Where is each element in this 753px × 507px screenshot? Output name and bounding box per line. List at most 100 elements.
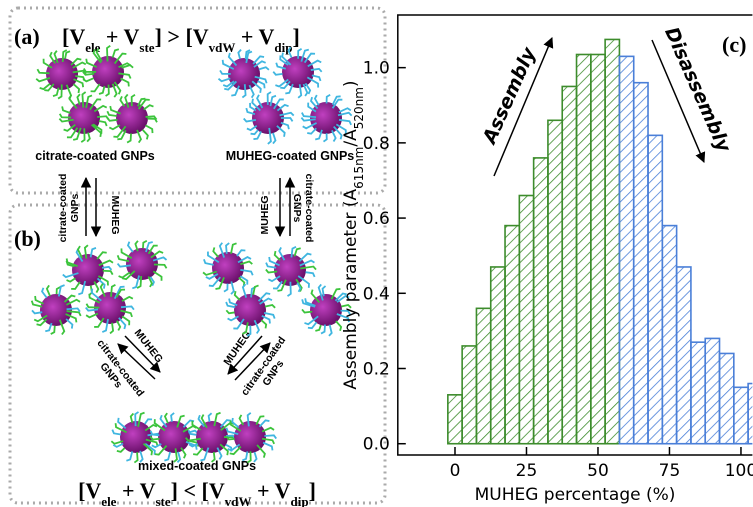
ligand: [279, 111, 295, 117]
ligand: [280, 121, 290, 130]
ligand: [191, 420, 202, 431]
ligand: [335, 123, 347, 135]
ligand: [145, 241, 153, 253]
ligand: [331, 98, 343, 109]
ligand: [221, 59, 235, 70]
bar: [532, 157, 549, 445]
ligand: [153, 263, 168, 269]
nanoparticle: [300, 93, 353, 143]
ligand: [217, 77, 231, 83]
ligand: [50, 325, 56, 335]
ligand: [45, 322, 53, 333]
ligand: [254, 75, 268, 84]
ligand: [203, 259, 214, 266]
ligand: [116, 263, 131, 268]
ligand: [264, 434, 277, 440]
ligand: [85, 303, 100, 309]
ligand: [310, 96, 319, 110]
ligand: [61, 49, 68, 62]
ligand: [300, 117, 316, 122]
ligand: [307, 102, 317, 113]
ligand: [30, 300, 43, 308]
ligand: [275, 62, 287, 70]
ligand: [137, 98, 150, 110]
ligand: [276, 103, 289, 112]
ligand: [225, 301, 236, 309]
ligand: [114, 423, 127, 434]
ligand: [231, 85, 240, 97]
ligand: [122, 270, 136, 281]
bar: [704, 337, 721, 445]
ligand: [197, 414, 206, 428]
particle-core: [212, 252, 244, 284]
bar: [632, 81, 649, 445]
bar: [518, 194, 535, 445]
ligand: [325, 93, 331, 104]
ligand: [212, 247, 219, 258]
ligand: [153, 419, 166, 432]
ligand: [117, 129, 127, 141]
ligand: [208, 276, 221, 288]
ligand: [66, 298, 81, 306]
nanoparticle: [58, 91, 110, 143]
ligand: [277, 279, 287, 292]
ligand: [280, 117, 294, 122]
ligand: [223, 283, 229, 293]
equation-part: ]: [309, 478, 316, 503]
ligand: [137, 411, 145, 428]
particle-core: [116, 102, 148, 134]
ligand: [225, 242, 230, 254]
ligand: [111, 83, 118, 98]
ligand: [116, 255, 130, 263]
ligand: [83, 244, 89, 259]
ligand: [129, 412, 135, 423]
bar: [747, 382, 753, 445]
ligand: [110, 283, 116, 297]
ligand: [279, 55, 289, 66]
ligand: [39, 83, 51, 91]
bar: [647, 134, 664, 445]
y-axis-label-part: 520nm: [352, 87, 366, 129]
ligand: [252, 55, 265, 65]
annotation-arrow: [651, 39, 706, 163]
ligand: [97, 275, 109, 286]
ligand: [273, 98, 284, 110]
ligand: [307, 59, 322, 68]
particle-core: [274, 254, 306, 286]
ligand: [300, 265, 317, 271]
ligand: [149, 435, 160, 441]
nanoparticle: [82, 45, 134, 98]
equation-part: [V: [62, 24, 85, 49]
ligand: [297, 47, 303, 59]
ligand: [251, 98, 261, 112]
ligand: [328, 324, 333, 337]
ligand: [246, 125, 258, 132]
ligand: [304, 82, 312, 95]
ligand: [241, 451, 249, 462]
ligand: [109, 322, 115, 335]
nanoparticle: [202, 242, 254, 295]
ligand: [219, 69, 231, 75]
ligand: [227, 443, 241, 452]
ligand: [86, 132, 91, 143]
ligand: [258, 419, 270, 428]
annotation-arrow: [493, 37, 554, 177]
ligand: [116, 447, 126, 453]
ligand: [193, 447, 204, 456]
ligand: [244, 49, 251, 60]
ligand: [49, 51, 56, 64]
equation-part: ele: [101, 494, 116, 507]
ligand: [133, 452, 139, 464]
ligand: [111, 429, 122, 436]
ligand: [96, 277, 106, 289]
ligand: [109, 105, 121, 115]
nanoparticle: [272, 46, 323, 99]
equation-part: ste: [155, 494, 170, 507]
bar: [661, 224, 678, 445]
ligand: [236, 249, 246, 257]
equation-part: ]: [293, 24, 300, 49]
label: citrate-coated GNPs: [35, 149, 155, 163]
equation-part: [V: [78, 478, 101, 503]
ligand: [225, 435, 235, 441]
ligand: [89, 247, 97, 258]
